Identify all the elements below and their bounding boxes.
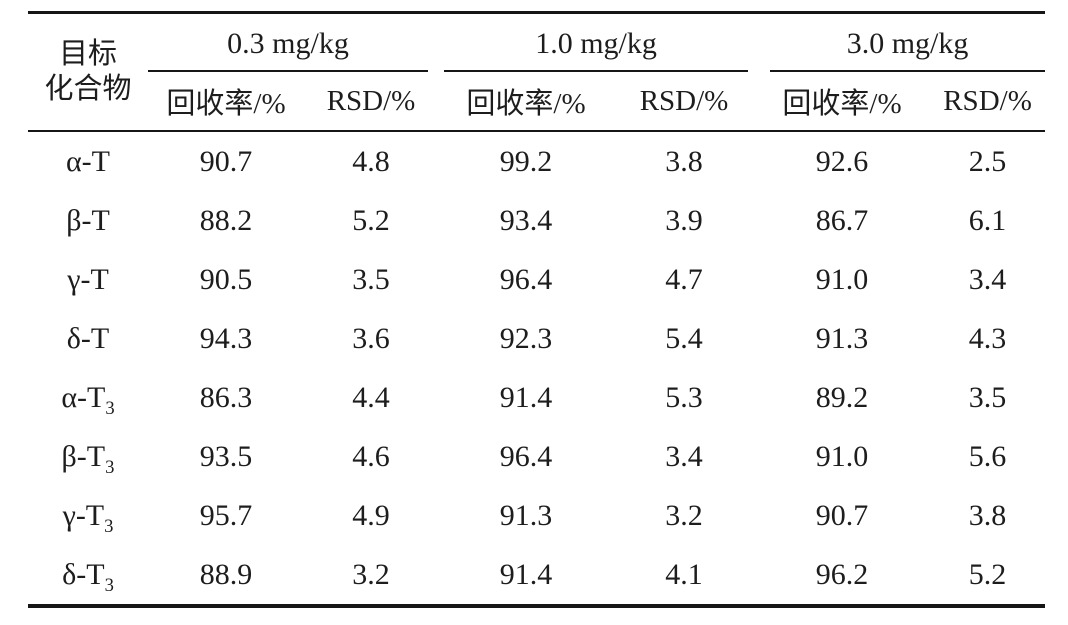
spike-level-label: 3.0 mg/kg: [770, 27, 1046, 72]
recovery-value: 91.0: [815, 439, 869, 473]
recovery-value: 89.2: [815, 380, 869, 414]
recovery-value: 86.3: [199, 380, 253, 414]
table-row: γ-T 90.5 3.5 96.4 4.7 91.0 3.4: [28, 250, 1045, 309]
rsd-value: 6.1: [968, 203, 1007, 237]
spike-level-label: 0.3 mg/kg: [148, 27, 429, 72]
compound-name: α-T3: [28, 368, 148, 427]
rsd-column-header: RSD/%: [614, 72, 755, 132]
rsd-value: 4.4: [352, 380, 390, 414]
rsd-value: 4.9: [352, 498, 390, 532]
spike-level-header-0.3: 0.3 mg/kg: [148, 13, 438, 72]
recovery-value: 93.4: [499, 203, 553, 237]
rsd-value: 3.2: [665, 498, 703, 532]
table-row: β-T3 93.5 4.6 96.4 3.4 91.0 5.6: [28, 427, 1045, 486]
compound-base: δ-T: [62, 557, 105, 591]
recovery-value: 94.3: [199, 321, 253, 355]
table-row: α-T 90.7 4.8 99.2 3.8 92.6 2.5: [28, 131, 1045, 191]
rsd-value: 4.3: [968, 321, 1007, 355]
rsd-value: 3.5: [968, 380, 1007, 414]
recovery-value: 88.9: [199, 557, 253, 591]
recovery-rsd-table: 目标 化合物 0.3 mg/kg 1.0 mg/kg 3.0 mg/kg 回收率…: [28, 11, 1046, 608]
recovery-value: 93.5: [199, 439, 253, 473]
rsd-value: 3.6: [352, 321, 390, 355]
compound-base: α-T: [61, 380, 106, 414]
compound-name: δ-T3: [28, 545, 148, 606]
table-header: 目标 化合物 0.3 mg/kg 1.0 mg/kg 3.0 mg/kg 回收率…: [28, 12, 1046, 132]
rsd-value: 5.6: [968, 439, 1007, 473]
recovery-value: 90.7: [815, 498, 869, 532]
compound-name: β-T: [28, 191, 148, 250]
rsd-value: 4.8: [352, 144, 390, 178]
rsd-column-header: RSD/%: [930, 72, 1046, 132]
rsd-value: 4.6: [352, 439, 390, 473]
recovery-value: 91.4: [499, 557, 553, 591]
recovery-column-header: 回收率/%: [438, 72, 615, 132]
recovery-value: 96.4: [499, 262, 553, 296]
rsd-value: 5.4: [665, 321, 703, 355]
recovery-value: 99.2: [499, 144, 553, 178]
compound-base: β-T: [66, 203, 110, 237]
spike-level-header-3.0: 3.0 mg/kg: [754, 13, 1046, 72]
recovery-value: 96.4: [499, 439, 553, 473]
recovery-value: 91.3: [815, 321, 869, 355]
recovery-value: 92.3: [499, 321, 553, 355]
compound-base: γ-T: [67, 262, 109, 296]
table-body: α-T 90.7 4.8 99.2 3.8 92.6 2.5 β-T 88.2 …: [28, 131, 1045, 606]
recovery-value: 90.5: [199, 262, 253, 296]
spike-level-label: 1.0 mg/kg: [444, 27, 749, 72]
compound-header-line1: 目标: [58, 37, 117, 70]
rsd-value: 5.2: [968, 557, 1007, 591]
table-row: δ-T 94.3 3.6 92.3 5.4 91.3 4.3: [28, 309, 1045, 368]
recovery-value: 91.0: [815, 262, 869, 296]
recovery-value: 92.6: [815, 144, 869, 178]
recovery-value: 96.2: [815, 557, 869, 591]
recovery-column-header: 回收率/%: [754, 72, 931, 132]
rsd-value: 3.5: [352, 262, 390, 296]
rsd-value: 5.3: [665, 380, 703, 414]
compound-subscript: 3: [104, 574, 114, 596]
recovery-column-header: 回收率/%: [148, 72, 304, 132]
compound-base: δ-T: [66, 321, 110, 355]
table-row: β-T 88.2 5.2 93.4 3.9 86.7 6.1: [28, 191, 1045, 250]
recovery-value: 95.7: [199, 498, 253, 532]
rsd-value: 3.4: [968, 262, 1007, 296]
table-row: γ-T3 95.7 4.9 91.3 3.2 90.7 3.8: [28, 486, 1045, 545]
rsd-value: 5.2: [352, 203, 390, 237]
compound-subscript: 3: [105, 397, 115, 419]
recovery-value: 86.7: [815, 203, 869, 237]
compound-name: γ-T3: [28, 486, 148, 545]
rsd-value: 4.7: [665, 262, 703, 296]
rsd-value: 3.8: [968, 498, 1007, 532]
rsd-value: 3.9: [665, 203, 703, 237]
sub-header-row: 回收率/% RSD/% 回收率/% RSD/% 回收率/% RSD/%: [28, 72, 1046, 132]
compound-name: β-T3: [28, 427, 148, 486]
rsd-value: 4.1: [665, 557, 703, 591]
rsd-value: 3.8: [665, 144, 703, 178]
compound-base: β-T: [61, 439, 106, 473]
rsd-value: 3.4: [665, 439, 703, 473]
table-row: δ-T3 88.9 3.2 91.4 4.1 96.2 5.2: [28, 545, 1045, 606]
spike-level-header-1.0: 1.0 mg/kg: [438, 13, 754, 72]
group-header-row: 目标 化合物 0.3 mg/kg 1.0 mg/kg 3.0 mg/kg: [28, 12, 1046, 132]
compound-name: γ-T: [28, 250, 148, 309]
compound-subscript: 3: [105, 456, 115, 478]
recovery-value: 91.3: [499, 498, 553, 532]
table-row: α-T3 86.3 4.4 91.4 5.3 89.2 3.5: [28, 368, 1045, 427]
compound-header-line2: 化合物: [44, 73, 132, 105]
compound-name: α-T: [28, 131, 148, 191]
rsd-value: 3.2: [352, 557, 390, 591]
recovery-value: 90.7: [199, 144, 253, 178]
compound-subscript: 3: [104, 515, 114, 537]
rsd-value: 2.5: [968, 144, 1007, 178]
recovery-value: 88.2: [199, 203, 253, 237]
compound-name: δ-T: [28, 309, 148, 368]
compound-base: γ-T: [62, 498, 105, 532]
compound-column-header: 目标 化合物: [28, 12, 148, 132]
compound-base: α-T: [65, 144, 111, 178]
rsd-column-header: RSD/%: [304, 72, 439, 132]
recovery-value: 91.4: [499, 380, 553, 414]
